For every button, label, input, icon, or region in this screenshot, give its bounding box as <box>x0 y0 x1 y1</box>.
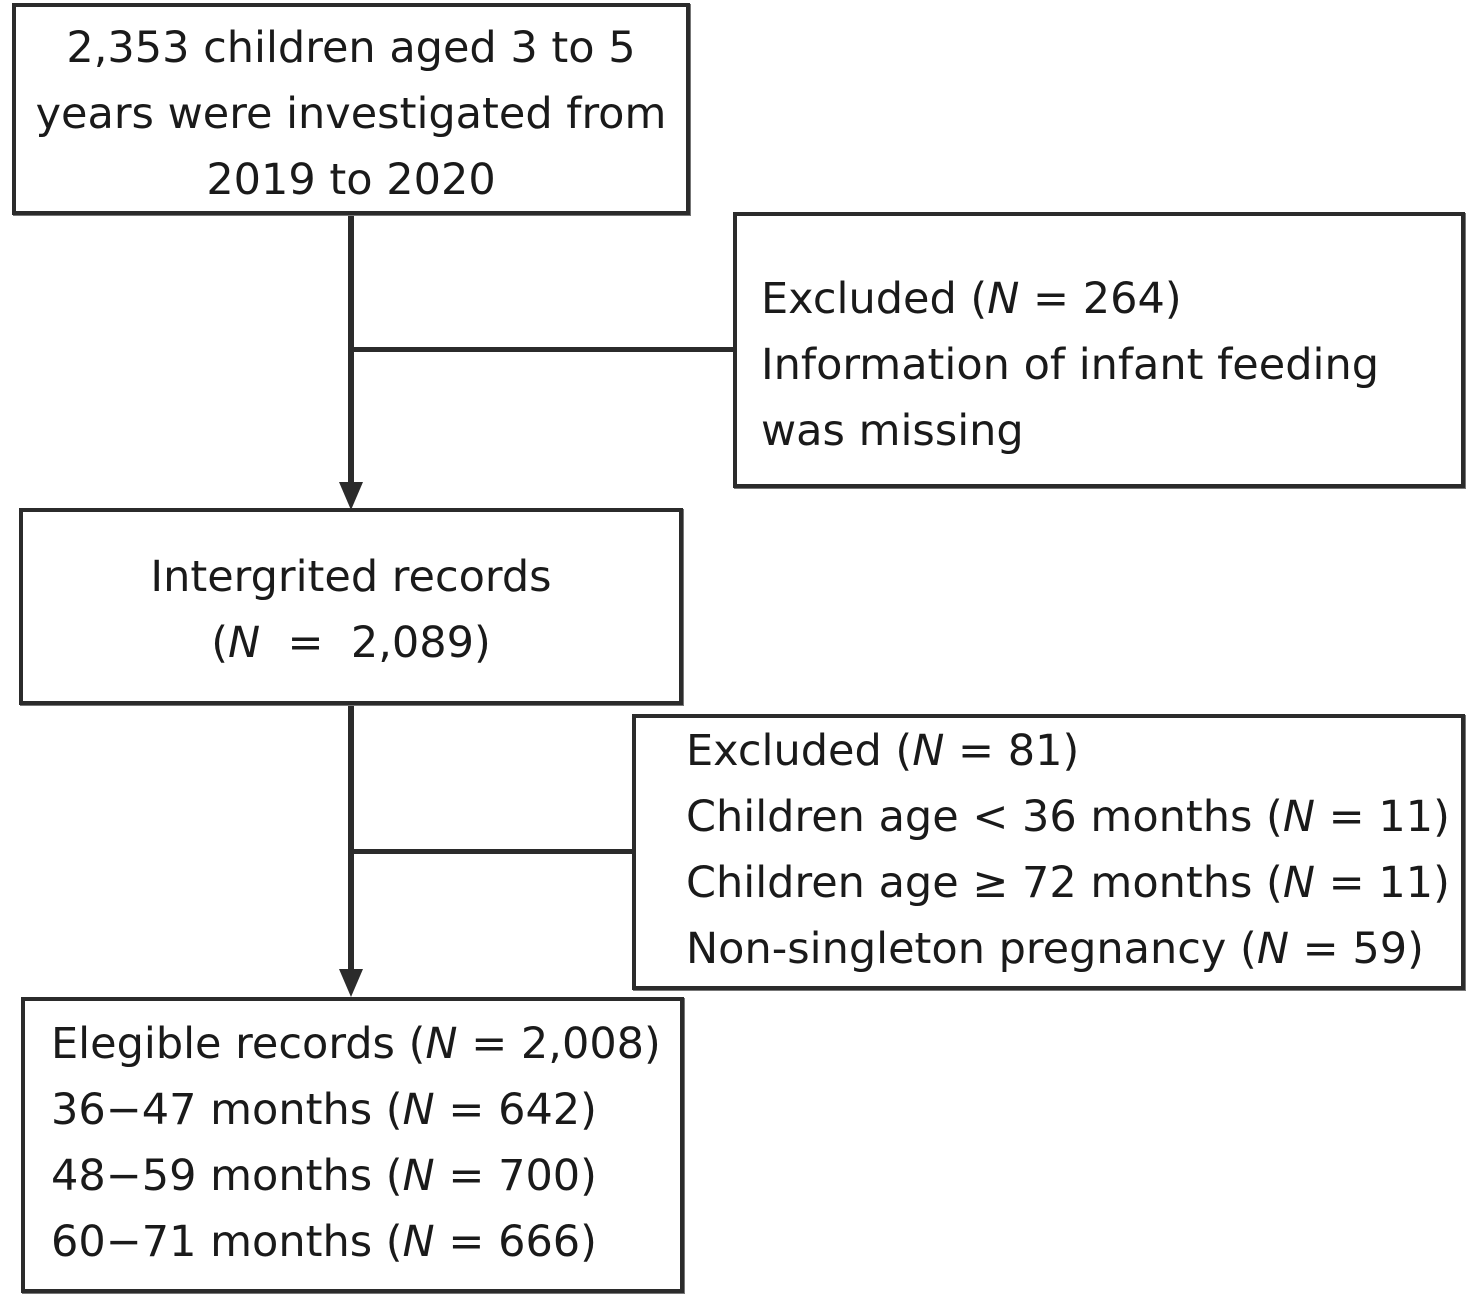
connector-integrated-to-eligible <box>348 703 354 971</box>
excluded-2-header: Excluded (N = 81) <box>686 726 1080 776</box>
excluded-2-age-over-72: Children age ≥ 72 months (N = 11) <box>686 858 1450 908</box>
eligible-records-header: Elegible records (N = 2,008) <box>51 1019 661 1069</box>
eligible-60-71-months: 60−71 months (N = 666) <box>51 1217 597 1267</box>
integrated-records-title: Intergrited records <box>150 552 552 602</box>
integrated-records-count: (N = 2,089) <box>211 618 491 668</box>
start-text-line-1: 2,353 children aged 3 to 5 <box>66 23 636 73</box>
start-box: 2,353 children aged 3 to 5 years were in… <box>12 3 690 215</box>
start-text-line-2: years were investigated from <box>35 89 667 139</box>
eligible-48-59-months: 48−59 months (N = 700) <box>51 1151 597 1201</box>
excluded-box-1: Excluded (N = 264) Information of infant… <box>733 212 1465 488</box>
arrowhead-to-eligible <box>339 969 363 997</box>
excluded-1-reason-line-1: Information of infant feeding <box>761 340 1379 390</box>
eligible-36-47-months: 36−47 months (N = 642) <box>51 1085 597 1135</box>
branch-to-excluded-1 <box>351 347 736 352</box>
excluded-box-2: Excluded (N = 81) Children age < 36 mont… <box>632 714 1465 990</box>
excluded-2-age-under-36: Children age < 36 months (N = 11) <box>686 792 1450 842</box>
integrated-records-box: Intergrited records (N = 2,089) <box>19 508 683 705</box>
excluded-2-non-singleton: Non-singleton pregnancy (N = 59) <box>686 924 1424 974</box>
start-text-line-3: 2019 to 2020 <box>206 155 496 205</box>
eligible-records-box: Elegible records (N = 2,008) 36−47 month… <box>21 997 684 1293</box>
arrowhead-to-integrated <box>339 482 363 510</box>
branch-to-excluded-2 <box>351 849 635 854</box>
excluded-1-reason-line-2: was missing <box>761 406 1024 456</box>
excluded-1-header: Excluded (N = 264) <box>761 274 1182 324</box>
